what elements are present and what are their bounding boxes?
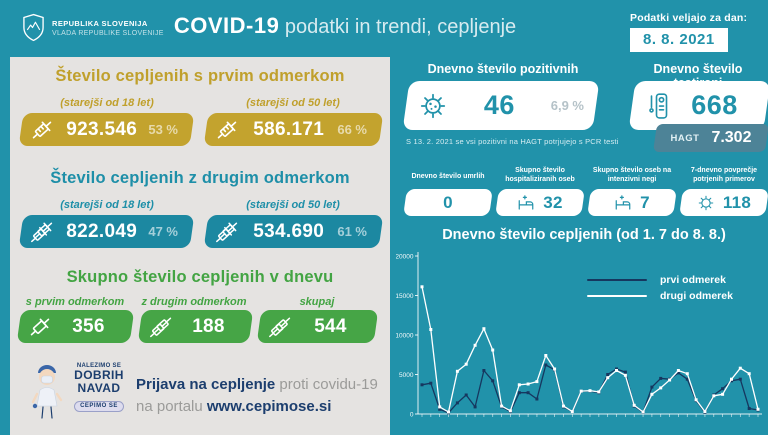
- vaccination-line-chart: 0 5000 10000 15000 20000: [396, 252, 762, 418]
- virus-icon: [698, 195, 714, 210]
- hospitalized-label: Skupno število hospitaliziranih oseb: [505, 167, 575, 184]
- government-logo: REPUBLIKA SLOVENIJA VLADA REPUBLIKE SLOV…: [22, 13, 164, 42]
- second-dose-group2-label: (starejši od 50 let): [246, 199, 340, 211]
- first-dose-18-value: 923.546: [66, 118, 138, 140]
- icu-value: 7: [640, 192, 650, 212]
- icu-label: Skupno število oseb na intenzivni negi: [592, 167, 672, 184]
- legend-line-first: [587, 279, 647, 281]
- hagt-label: HAGT: [670, 132, 700, 144]
- deaths-value: 0: [443, 192, 453, 212]
- first-dose-18-box: 923.546 53 %: [18, 113, 195, 146]
- tests-card: 668: [628, 81, 768, 130]
- bed-icon: [518, 194, 534, 210]
- daily-second-label: z drugim odmerkom: [141, 296, 247, 308]
- positives-card: 46 6,9 %: [402, 81, 600, 130]
- legend-item-second-dose: drugi odmerek: [587, 288, 733, 304]
- cta-bold-1: Prijava na cepljenje: [136, 376, 276, 393]
- logo-line2: DOBRIH: [74, 368, 124, 382]
- mascot-icon: [31, 365, 63, 419]
- date-label: Podatki veljajo za dan:: [630, 12, 748, 24]
- avg7-label: 7-dnevno povprečje potrjenih primerov: [690, 167, 758, 184]
- syringe-icon: [32, 121, 52, 138]
- cepimose-link[interactable]: www.cepimose.si: [206, 397, 332, 415]
- second-dose-title: Število cepljenih z drugim odmerkom: [50, 169, 350, 187]
- daily-second-box: 188: [137, 310, 254, 343]
- second-dose-50-value: 534.690: [253, 220, 325, 242]
- first-dose-group1-label: (starejši od 18 let): [60, 97, 154, 109]
- page-title: COVID-19 podatki in trendi, cepljenje: [140, 13, 550, 39]
- positives-percent: 6,9 %: [550, 98, 584, 113]
- cta-pre-2: na portalu: [136, 397, 207, 415]
- daily-first-value: 356: [72, 315, 105, 337]
- legend-line-second: [587, 295, 647, 297]
- pcr-note: S 13. 2. 2021 se vsi pozitivni na HAGT p…: [406, 137, 619, 146]
- double-syringe-icon: [150, 317, 172, 337]
- gov-name-line2: VLADA REPUBLIKE SLOVENIJE: [52, 29, 164, 37]
- svg-text:5000: 5000: [399, 372, 414, 379]
- legend-label-second: drugi odmerek: [660, 290, 733, 302]
- deaths-label: Dnevno število umrlih: [411, 173, 485, 180]
- legend-item-first-dose: prvi odmerek: [587, 272, 733, 288]
- cta-rest-1: proti covidu-19: [275, 376, 378, 393]
- positives-value: 46: [483, 90, 515, 120]
- chart-legend: prvi odmerek drugi odmerek: [587, 272, 733, 304]
- svg-text:0: 0: [410, 411, 414, 418]
- second-dose-group1-label: (starejši od 18 let): [60, 199, 154, 211]
- daily-sum-box: 544: [256, 310, 379, 343]
- virus-icon: [420, 93, 446, 118]
- daily-first-box: 356: [16, 310, 135, 343]
- logo-line1: NALEZIMO SE: [76, 363, 122, 369]
- signup-cta: Prijava na cepljenje proti covidu-19 na …: [136, 374, 378, 418]
- page-title-main: COVID-19: [173, 13, 280, 38]
- hospitalized-value: 32: [543, 192, 563, 212]
- double-syringe-icon: [216, 222, 238, 242]
- double-syringe-icon: [269, 317, 291, 337]
- positives-title: Dnevno število pozitivnih: [427, 62, 579, 76]
- bed-icon: [615, 194, 631, 210]
- date-value: 8. 8. 2021: [630, 28, 728, 52]
- data-date: Podatki veljajo za dan: 8. 8. 2021: [630, 12, 747, 52]
- avg7-card: 118: [679, 189, 768, 216]
- hospitalized-card: 32: [495, 189, 585, 216]
- first-dose-group2-label: (starejši od 50 let): [246, 97, 340, 109]
- vaccination-panel: Število cepljenih s prvim odmerkom (star…: [10, 57, 390, 435]
- avg7-value: 118: [722, 192, 752, 212]
- first-dose-50-box: 586.171 66 %: [203, 113, 384, 146]
- daily-total-title: Skupno število cepljenih v dnevu: [66, 268, 334, 286]
- first-dose-50-percent: 66 %: [337, 122, 367, 137]
- second-dose-18-percent: 47 %: [148, 224, 178, 239]
- second-dose-50-percent: 61 %: [337, 224, 367, 239]
- second-dose-18-value: 822.049: [66, 220, 138, 242]
- first-dose-50-value: 586.171: [253, 118, 325, 140]
- test-kit-icon: [649, 92, 668, 119]
- page-title-sub: podatki in trendi, cepljenje: [279, 16, 517, 38]
- logo-line3: NAVAD: [77, 380, 121, 395]
- hagt-box: HAGT 7.302: [653, 124, 768, 152]
- daily-second-value: 188: [192, 315, 225, 337]
- icu-card: 7: [587, 189, 677, 216]
- hagt-value: 7.302: [711, 129, 752, 146]
- svg-text:15000: 15000: [396, 293, 414, 300]
- tests-value: 668: [691, 90, 738, 120]
- second-dose-50-box: 534.690 61 %: [203, 215, 384, 248]
- legend-label-first: prvi odmerek: [660, 274, 726, 286]
- first-dose-title: Število cepljenih s prvim odmerkom: [55, 67, 345, 85]
- cepimose-logo: NALEZIMO SE DOBRIH NAVAD CEPIMO SE: [68, 363, 130, 412]
- syringe-icon: [217, 121, 237, 138]
- svg-text:20000: 20000: [396, 253, 414, 260]
- chart-title: Dnevno število cepljenih (od 1. 7 do 8. …: [442, 227, 726, 243]
- syringe-icon: [30, 318, 50, 335]
- svg-text:10000: 10000: [396, 332, 414, 339]
- deaths-card: 0: [403, 189, 493, 216]
- second-dose-18-box: 822.049 47 %: [18, 215, 195, 248]
- daily-first-label: s prvim odmerkom: [25, 296, 125, 308]
- first-dose-18-percent: 53 %: [148, 122, 178, 137]
- coat-of-arms-icon: [23, 13, 44, 42]
- double-syringe-icon: [31, 222, 53, 242]
- gov-name-line1: REPUBLIKA SLOVENIJA: [52, 18, 148, 28]
- logo-badge: CEPIMO SE: [74, 400, 124, 412]
- daily-total-label: skupaj: [299, 296, 335, 308]
- daily-sum-value: 544: [314, 315, 347, 337]
